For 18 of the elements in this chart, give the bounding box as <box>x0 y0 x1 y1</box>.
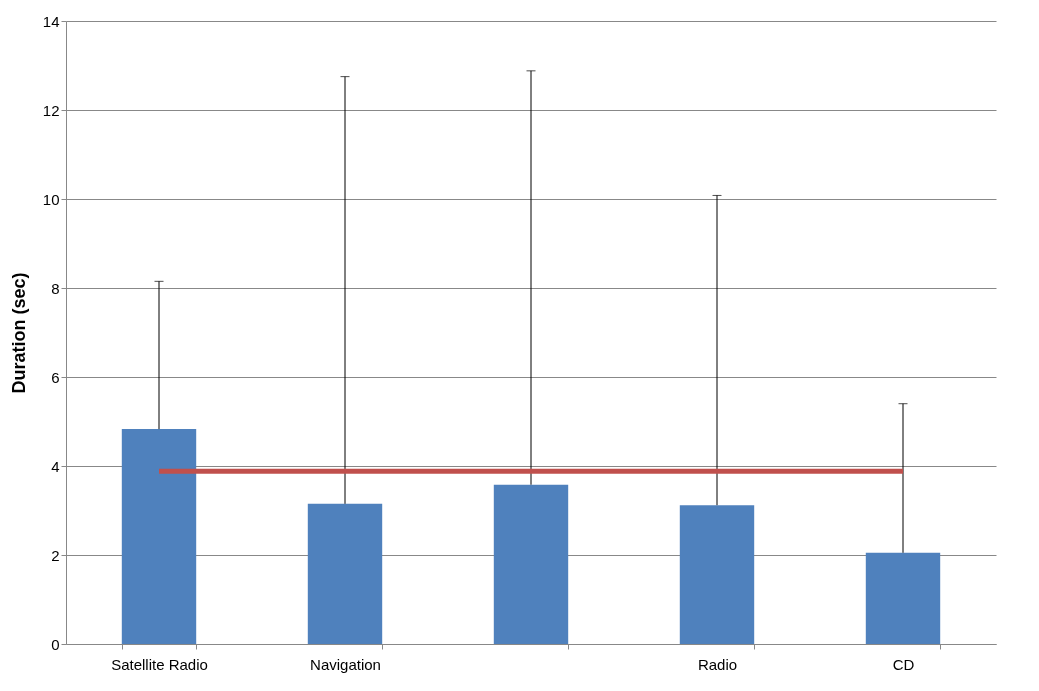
bar <box>307 503 383 644</box>
y-tick-label: 4 <box>51 457 60 475</box>
y-tick-label: 14 <box>42 12 60 30</box>
bar <box>865 552 941 644</box>
y-tick-label: 2 <box>51 546 60 564</box>
y-tick-label: 6 <box>51 368 60 386</box>
x-tick-label: Satellite Radio <box>111 655 208 673</box>
bar <box>493 484 569 644</box>
y-tick-label: 10 <box>42 190 60 208</box>
x-tick-label: Radio <box>697 655 738 673</box>
y-axis-title: Duration (sec) <box>8 272 29 394</box>
x-tick-label: CD <box>892 655 915 673</box>
y-tick-label: 8 <box>51 279 60 297</box>
y-tick-label: 0 <box>51 635 60 653</box>
x-tick-label: Navigation <box>310 655 381 673</box>
bar <box>121 429 197 644</box>
y-tick-label: 12 <box>42 101 60 119</box>
bar <box>679 505 755 644</box>
